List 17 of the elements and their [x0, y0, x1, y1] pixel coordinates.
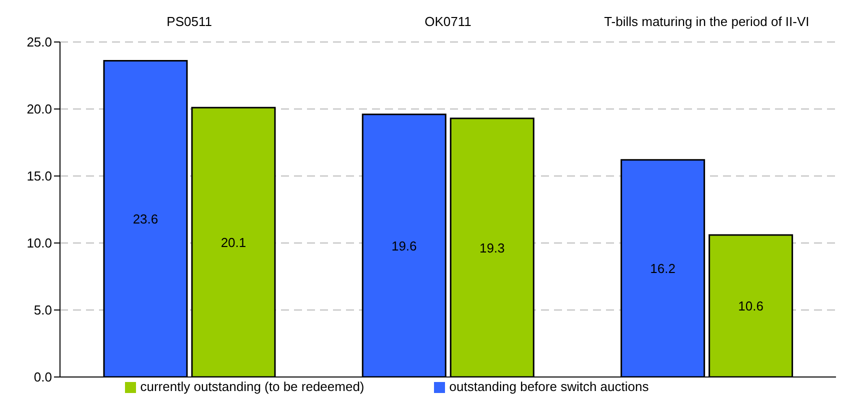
y-tick-label: 0.0: [34, 370, 52, 385]
y-tick-label: 15.0: [26, 168, 52, 184]
legend-label: outstanding before switch auctions: [449, 379, 649, 394]
legend-label: currently outstanding (to be redeemed): [140, 379, 364, 394]
data-label: 10.6: [738, 298, 764, 314]
data-label: 16.2: [650, 261, 676, 276]
y-tick-label: 25.0: [26, 34, 52, 50]
x-tick-label: T-bills maturing in the period of II-VI: [604, 14, 810, 29]
y-tick-label: 20.0: [26, 102, 52, 117]
data-label: 19.3: [479, 240, 505, 256]
y-tick-label: 10.0: [26, 236, 52, 251]
y-tick-label: 5.0: [34, 302, 52, 318]
data-label: 20.1: [220, 234, 246, 250]
x-tick-label: OK0711: [424, 14, 472, 29]
data-label: 19.6: [391, 238, 417, 254]
x-tick-label: PS0511: [166, 14, 212, 29]
data-label: 23.6: [132, 211, 158, 226]
